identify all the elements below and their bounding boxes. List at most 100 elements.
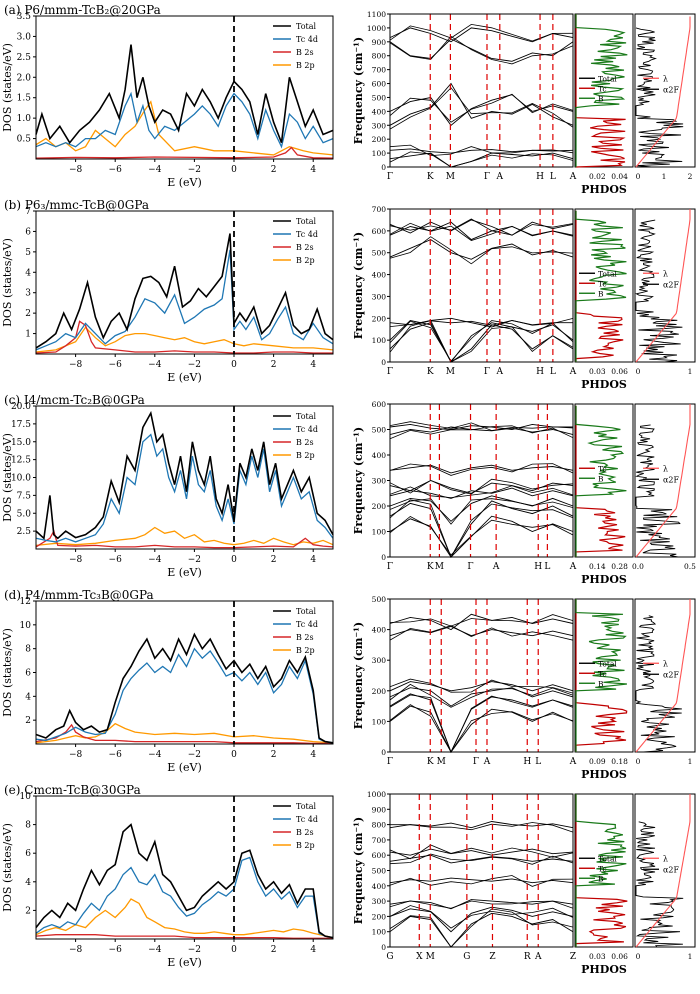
phonon-band	[389, 613, 574, 631]
k-point-label: Γ	[387, 172, 393, 182]
phonon-band	[389, 516, 574, 556]
x-tick-label: −6	[109, 945, 123, 955]
y-tick-label: 17.5	[11, 420, 31, 430]
k-point-label: M	[435, 562, 444, 572]
y-tick-label: 900	[372, 805, 387, 814]
phonon-band	[389, 23, 574, 42]
y-tick-label: 4	[25, 878, 31, 888]
x-tick-label: 2	[271, 750, 277, 760]
k-point-label: A	[534, 952, 542, 962]
y-tick-label: 300	[372, 477, 387, 486]
phdos-b-line	[575, 599, 627, 752]
phonon-band	[389, 821, 574, 829]
y-tick-label: 0	[381, 943, 386, 952]
phdos-tc-line	[575, 14, 626, 168]
y-tick-label: 6	[25, 227, 31, 237]
y-tick-label: 200	[372, 314, 387, 323]
x-tick-label: 2	[271, 945, 277, 955]
dos-axes-frame	[35, 795, 334, 940]
x-tick-label: −6	[109, 555, 123, 565]
phdos-x-tick-label: 0.09	[589, 757, 606, 766]
phonon-band	[389, 687, 574, 707]
k-point-label: A	[569, 172, 577, 182]
a2f-legend-label: α2F	[663, 475, 679, 484]
y-tick-label: 12	[20, 597, 31, 607]
k-point-label: X	[416, 952, 423, 962]
phonon-band	[389, 320, 574, 362]
phdos-legend-label: B	[598, 474, 604, 483]
a2f-legend-label: λ	[663, 74, 668, 83]
legend-label: Total	[296, 607, 317, 616]
k-point-label: K	[427, 367, 434, 377]
panel-a: (a) P6/mmm-TcB₂@20GPa −8 −6 −4 −2 0 2 4 0.5 1.0 1.…	[1, 3, 696, 196]
phdos-x-tick-label: 0.18	[611, 757, 628, 766]
panel-c: (c) I4/mcm-Tc₂B@0GPa −8 −6 −4 −2 0 2 4 2.5 5.0 7.5…	[1, 393, 696, 586]
lambda-line	[635, 16, 691, 168]
k-point-label: L	[550, 367, 556, 377]
y-tick-label: 400	[372, 271, 387, 280]
phonon-y-axis-label: Frequency (cm⁻¹)	[352, 622, 365, 729]
y-tick-label: 0.5	[17, 135, 32, 145]
y-tick-label: 10	[20, 792, 32, 802]
y-tick-label: 12.5	[11, 456, 31, 466]
legend-label: B 2s	[296, 828, 314, 837]
phonon-band	[389, 219, 574, 236]
phdos-tc-line	[575, 210, 624, 362]
dos-line-b-2s	[35, 934, 333, 939]
phonon-band	[389, 844, 574, 860]
phonon-axes-frame	[389, 598, 574, 753]
y-tick-label: 800	[372, 821, 387, 830]
y-tick-label: 7.5	[17, 491, 32, 501]
dos-line-tc-4d	[35, 856, 334, 939]
k-point-label: G	[386, 952, 393, 962]
y-axis-label: DOS (states/eV)	[1, 433, 14, 522]
k-point-label: Γ	[484, 172, 490, 182]
phdos-axes-frame	[574, 208, 634, 363]
x-tick-label: 2	[271, 165, 277, 175]
dos-axes-frame	[35, 210, 334, 355]
x-tick-label: −8	[69, 555, 83, 565]
phonon-band	[389, 317, 573, 328]
lambda-line	[635, 599, 691, 753]
y-tick-label: 5.0	[17, 509, 32, 519]
dos-axes-frame	[35, 15, 334, 160]
a2f-x-tick-label: 0	[636, 952, 641, 961]
y-tick-label: 600	[372, 400, 387, 409]
dos-line-b-2p	[35, 722, 334, 744]
k-point-label: A	[492, 562, 500, 572]
x-tick-label: −6	[109, 165, 123, 175]
dos-line-total	[35, 632, 334, 744]
dos-line-total	[35, 44, 334, 145]
y-tick-label: 600	[372, 227, 387, 236]
y-tick-label: 700	[372, 205, 387, 214]
k-point-label: M	[446, 172, 455, 182]
dos-line-total	[35, 233, 334, 349]
a2f-x-tick-label: 0.0	[632, 562, 644, 571]
phonon-axes-frame	[389, 208, 574, 363]
y-tick-label: 2.0	[17, 73, 32, 83]
phonon-band	[389, 322, 574, 363]
k-point-label: Z	[489, 952, 495, 962]
y-tick-label: 400	[372, 451, 387, 460]
dos-line-tc-4d	[35, 91, 334, 149]
y-tick-label: 0	[381, 748, 386, 757]
panel-title: (b) P6₃/mmc-TcB@0GPa	[4, 198, 149, 212]
y-tick-label: 3.5	[17, 12, 32, 22]
y-tick-label: 1100	[367, 10, 386, 19]
a2f-line	[635, 615, 682, 753]
dos-line-total	[35, 410, 334, 540]
phonon-band	[389, 478, 574, 495]
k-point-label: H	[536, 172, 544, 182]
a2f-x-tick-label: 1	[688, 757, 693, 766]
x-tick-label: −2	[188, 360, 201, 370]
phonon-band	[389, 82, 574, 126]
phonon-band	[389, 900, 574, 909]
y-tick-label: 600	[372, 80, 387, 89]
phonon-band	[389, 320, 574, 363]
phdos-x-label: PHDOS	[581, 963, 627, 976]
dos-line-b-2s	[35, 723, 333, 745]
k-point-label: Γ	[484, 367, 490, 377]
k-point-label: K	[427, 562, 434, 572]
x-tick-label: −8	[69, 945, 83, 955]
